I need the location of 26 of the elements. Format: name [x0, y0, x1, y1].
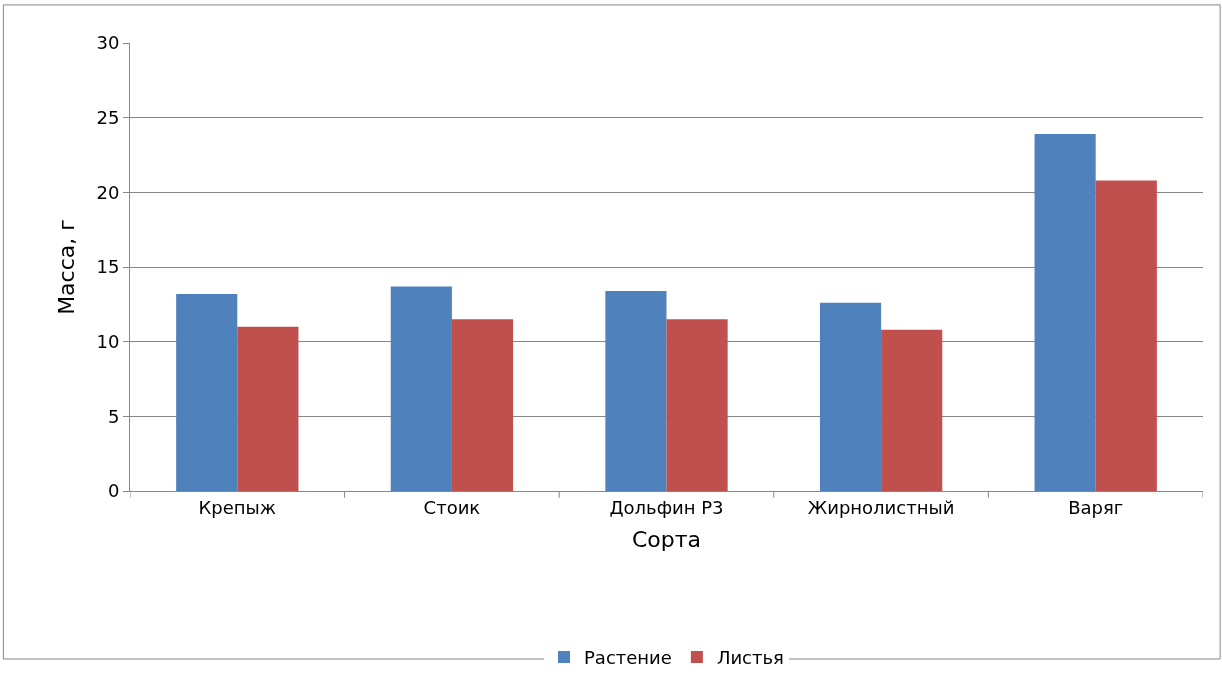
bar	[819, 302, 882, 491]
x-tick-label: Варяг	[1068, 496, 1124, 518]
bar	[605, 290, 667, 491]
bar	[666, 319, 728, 491]
x-tick-label: Крепыж	[198, 496, 277, 518]
x-tick-label: Стоик	[423, 496, 481, 518]
y-tick-label: 0	[107, 480, 120, 502]
bar	[176, 293, 238, 491]
y-tick-label: 20	[96, 181, 120, 203]
bar	[390, 286, 452, 491]
bar	[881, 329, 943, 491]
x-tick-label: Жирнолистный	[807, 496, 955, 518]
bar	[1095, 180, 1157, 491]
bar	[1034, 134, 1096, 491]
bar	[237, 326, 299, 491]
y-tick-label: 25	[96, 106, 120, 128]
x-tick-label: Дольфин Р3	[609, 496, 724, 518]
y-tick-label: 15	[96, 256, 120, 278]
legend-label: Растение	[584, 647, 672, 669]
y-tick-label: 5	[107, 405, 120, 427]
y-axis-title: Масса, г	[54, 219, 80, 315]
y-tick-label: 30	[96, 32, 120, 54]
legend-label: Листья	[716, 647, 784, 669]
y-tick-label: 10	[96, 330, 120, 352]
bar	[451, 319, 514, 491]
x-axis-title: Сорта	[631, 527, 702, 553]
